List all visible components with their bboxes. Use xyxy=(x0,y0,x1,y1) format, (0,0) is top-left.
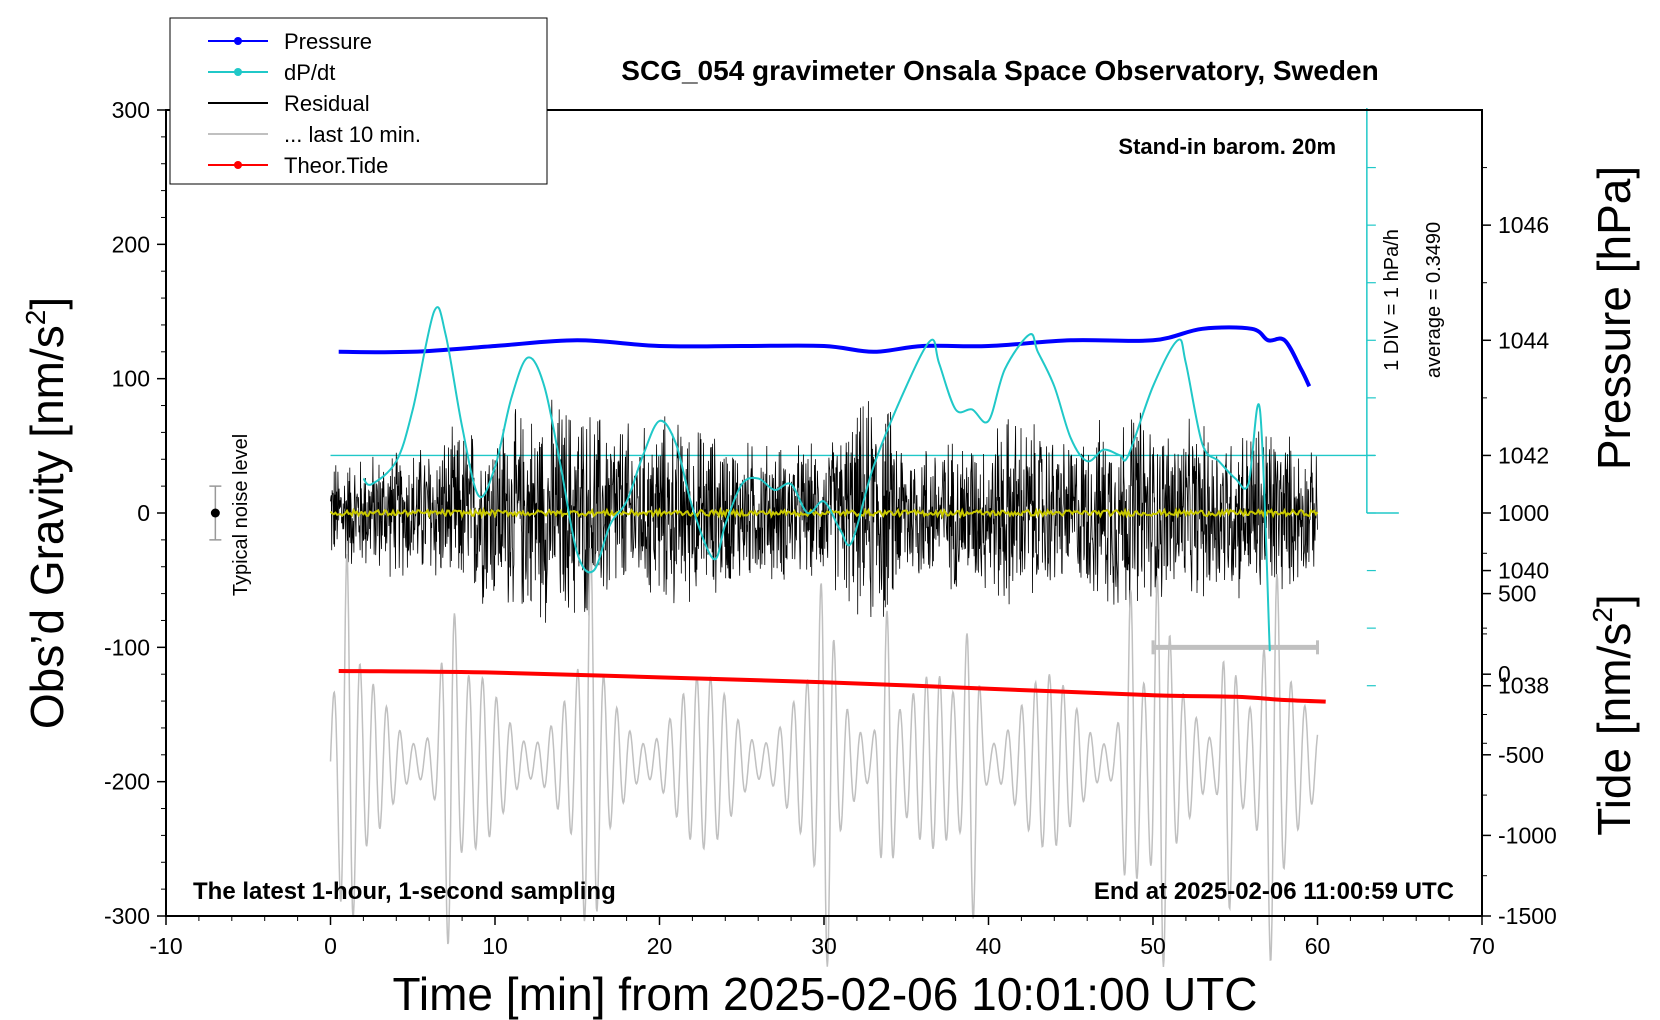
average-note: average = 0.3490 xyxy=(1423,222,1445,378)
x-tick-label: 10 xyxy=(482,933,508,959)
pressure-tick-label: 1046 xyxy=(1498,212,1549,238)
div-note: 1 DIV = 1 hPa/h xyxy=(1381,229,1403,371)
residual-mean-series xyxy=(329,506,1319,520)
legend-label: Residual xyxy=(284,91,370,116)
bottom-right-note: End at 2025-02-06 11:00:59 UTC xyxy=(1094,878,1454,905)
tide-tick-label: -1500 xyxy=(1498,903,1557,929)
chart-title: SCG_054 gravimeter Onsala Space Observat… xyxy=(621,55,1378,86)
legend-marker xyxy=(234,68,242,76)
tide-tick-label: 500 xyxy=(1498,581,1536,607)
legend-label: Pressure xyxy=(284,29,372,54)
tide-axis-label-main: Tide [nm/s xyxy=(1588,623,1640,836)
tide-axis-label: Tide [nm/s2] xyxy=(1587,594,1640,835)
last10-series xyxy=(329,547,1319,968)
plot-frame xyxy=(165,109,1483,917)
legend-marker xyxy=(234,161,242,169)
y-tick-label: 100 xyxy=(112,366,150,392)
x-tick-label: 40 xyxy=(976,933,1002,959)
legend: Pressure dP/dt Residual ... last 10 min. The… xyxy=(169,17,548,185)
legend-box xyxy=(169,17,548,185)
y-tick-label: -300 xyxy=(104,903,150,929)
barometer-note: Stand-in barom. 20m xyxy=(1118,134,1336,159)
series-layer xyxy=(209,108,1399,968)
x-tick-label: -10 xyxy=(149,933,182,959)
residual-series xyxy=(330,399,1318,626)
y-tick-label: 0 xyxy=(137,500,150,526)
x-tick-label: 60 xyxy=(1305,933,1331,959)
tide-tick-label: 1000 xyxy=(1498,500,1549,526)
y-axis-label-left-end: ] xyxy=(21,297,73,310)
pressure-tick-label: 1042 xyxy=(1498,442,1549,468)
x-tick-label: 0 xyxy=(324,933,337,959)
tide-tick-label: -1000 xyxy=(1498,822,1557,848)
y-tick-label: 300 xyxy=(112,97,150,123)
tide-axis-label-end: ] xyxy=(1588,594,1640,607)
x-tick-label: 50 xyxy=(1140,933,1166,959)
tide-tick-label: 0 xyxy=(1498,661,1511,687)
pressure-series xyxy=(338,325,1312,388)
pressure-axis-label: Pressure [hPa] xyxy=(1588,166,1640,470)
tide-axis-label-sup: 2 xyxy=(1587,607,1618,623)
pressure-tick-label: 1040 xyxy=(1498,558,1549,584)
x-tick-label: 70 xyxy=(1469,933,1495,959)
pressure-tick-label: 1044 xyxy=(1498,327,1549,353)
legend-label: dP/dt xyxy=(284,60,335,85)
pressure-tick-label: 1038 xyxy=(1498,673,1549,699)
noise-level-label: Typical noise level xyxy=(230,434,252,596)
y-axis-label-left-main: Obs’d Gravity [nm/s xyxy=(21,325,73,729)
x-tick-label: 30 xyxy=(811,933,837,959)
tide-tick-label: -500 xyxy=(1498,742,1544,768)
legend-label: Theor.Tide xyxy=(284,153,388,178)
y-axis-label-left-sup: 2 xyxy=(20,310,51,326)
legend-marker xyxy=(234,37,242,45)
y-axis-label-left: Obs’d Gravity [nm/s2] xyxy=(20,297,73,729)
y-tick-label: -200 xyxy=(104,769,150,795)
y-tick-label: -100 xyxy=(104,634,150,660)
legend-label: ... last 10 min. xyxy=(284,122,421,147)
noise-bar-dot xyxy=(210,508,220,518)
tide-series xyxy=(338,669,1326,704)
y-tick-label: 200 xyxy=(112,231,150,257)
bottom-left-note: The latest 1-hour, 1-second sampling xyxy=(193,878,616,905)
x-tick-label: 20 xyxy=(647,933,673,959)
x-axis-label: Time [min] from 2025-02-06 10:01:00 UTC xyxy=(393,968,1258,1020)
dpdt-series xyxy=(362,306,1271,652)
